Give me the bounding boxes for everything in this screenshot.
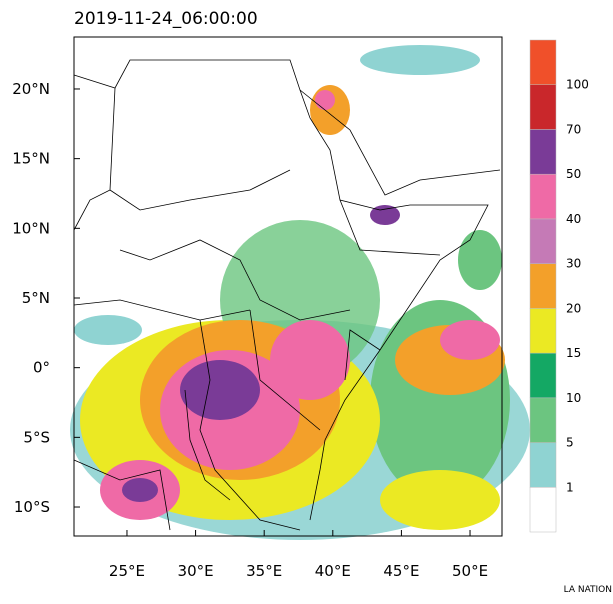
x-tick-label: 25°E (109, 562, 145, 580)
colorbar-label: 100 (566, 78, 589, 92)
map-title: 2019-11-24_06:00:00 (74, 9, 258, 29)
colorbar-label: 30 (566, 257, 581, 271)
colorbar-swatch (529, 397, 557, 443)
y-tick-label: 20°N (12, 80, 50, 98)
colorbar-swatch (529, 173, 557, 220)
colorbar-swatch (529, 39, 557, 85)
colorbar-swatch (529, 308, 557, 354)
colorbar-swatch (529, 263, 557, 309)
x-tick-label: 45°E (383, 562, 419, 580)
precip-field (70, 37, 530, 540)
y-tick-label: 15°N (12, 150, 50, 168)
x-tick-label: 35°E (246, 562, 282, 580)
colorbar-swatch (529, 129, 557, 175)
y-tick-label: 10°N (12, 219, 50, 237)
colorbar-label: 40 (566, 212, 581, 226)
footer-credit: LA NATION (564, 585, 612, 595)
colorbar-label: 70 (566, 122, 581, 136)
x-tick-label: 30°E (178, 562, 214, 580)
x-tick-label: 50°E (452, 562, 488, 580)
colorbar-label: 5 (566, 436, 574, 450)
borders (73, 59, 501, 531)
colorbar-swatch (529, 84, 557, 130)
y-tick-label: 5°S (23, 428, 50, 446)
colorbar-label: 1 (566, 480, 574, 494)
y-tick-label: 0° (33, 359, 50, 377)
colorbar-swatch (529, 442, 557, 488)
map-frame (73, 36, 503, 537)
colorbar-swatch (529, 218, 557, 264)
y-tick-label: 10°S (14, 498, 50, 516)
y-tick-label: 5°N (22, 289, 50, 307)
colorbar-label: 20 (566, 301, 581, 315)
colorbar-label: 50 (566, 167, 581, 181)
colorbar-label: 10 (566, 391, 581, 405)
colorbar-swatch (529, 352, 557, 399)
colorbar-swatch (529, 487, 557, 533)
x-tick-label: 40°E (315, 562, 351, 580)
colorbar-label: 15 (566, 346, 581, 360)
